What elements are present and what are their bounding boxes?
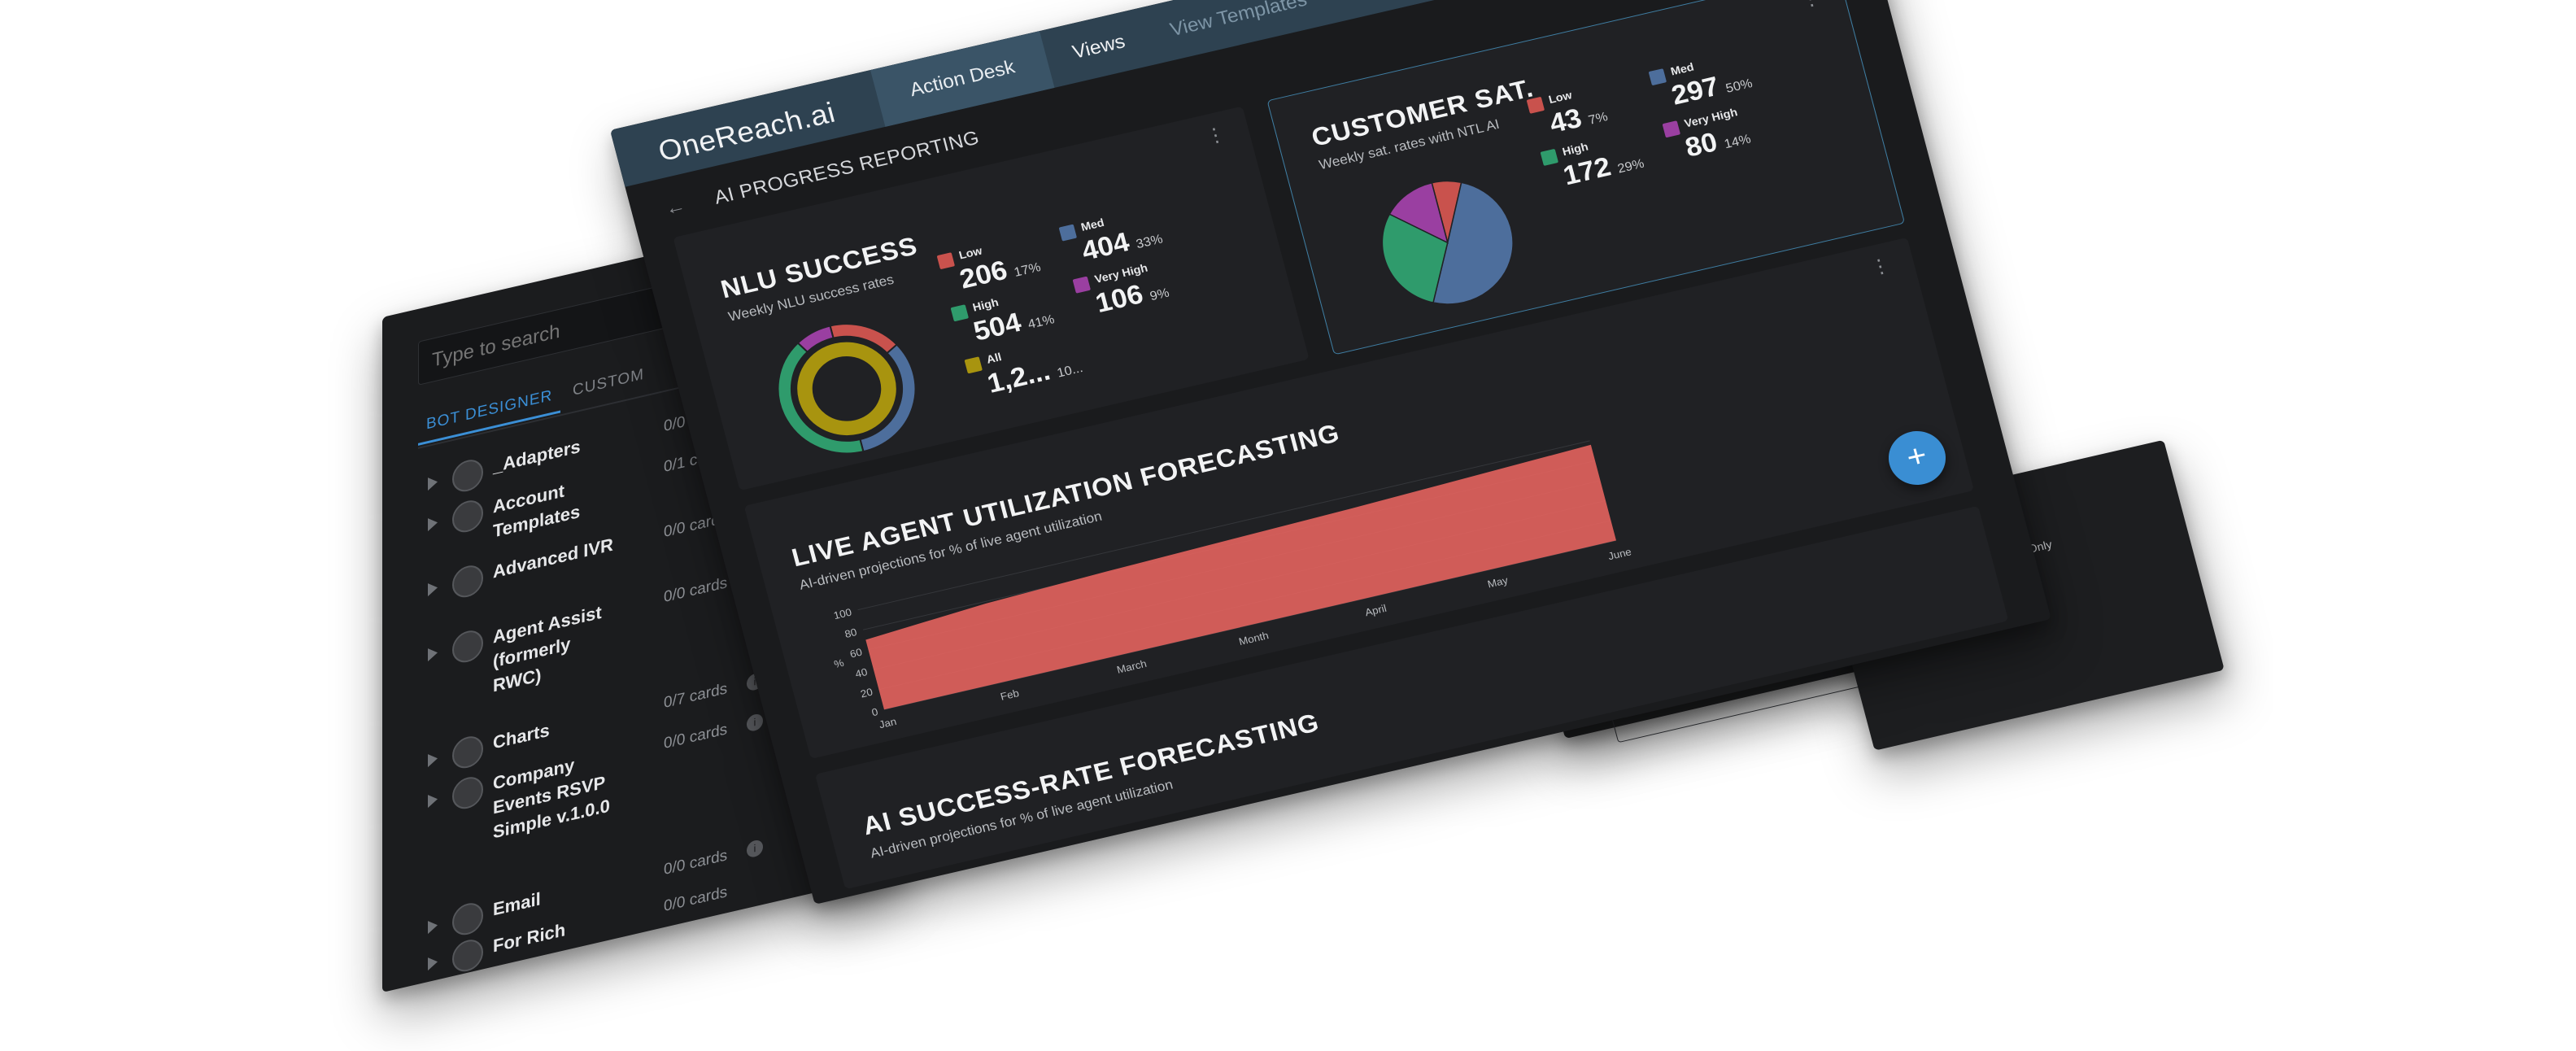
legend-swatch: [950, 304, 970, 322]
package-icon: [452, 562, 483, 601]
legend-swatch: [1058, 224, 1078, 242]
area-series: [865, 444, 1616, 710]
all-ring: [797, 342, 896, 436]
card-count: 0/0 cards: [664, 574, 728, 607]
tab-card-templates[interactable]: Card Templates: [1358, 0, 1510, 14]
expand-arrow-icon[interactable]: [428, 646, 438, 662]
card-count: 0/0 cards: [664, 883, 728, 916]
more-options-icon[interactable]: ⋮: [1868, 254, 1894, 280]
sidebar-item-label: Account Templates: [493, 480, 581, 542]
legend-name: Low: [957, 243, 984, 262]
x-tick-label: April: [1363, 602, 1388, 618]
legend-swatch: [1540, 148, 1559, 166]
y-tick-label: 100: [832, 606, 852, 621]
legend-swatch: [1662, 120, 1681, 138]
x-tick-label: May: [1486, 574, 1510, 591]
x-tick-label: June: [1606, 546, 1632, 563]
back-arrow-icon[interactable]: ←: [662, 194, 689, 220]
info-icon[interactable]: i: [747, 712, 763, 733]
sidebar-item-label: Company Events RSVP Simple v.1.0.0: [493, 754, 610, 843]
y-tick-label: 40: [854, 665, 869, 679]
tab-view-templates[interactable]: View Templates: [1167, 0, 1310, 41]
expand-arrow-icon[interactable]: [428, 955, 438, 971]
legend-percent: 17%: [1013, 260, 1043, 280]
x-tick-label: Jan: [878, 715, 898, 730]
legend-name: Low: [1547, 88, 1574, 107]
card-count: 0/7 cards: [664, 680, 728, 713]
more-options-icon[interactable]: ⋮: [1798, 0, 1823, 11]
legend-percent: 9%: [1148, 286, 1171, 304]
legend-name: High: [971, 295, 1000, 314]
package-icon: [452, 456, 483, 495]
legend-name: High: [1561, 139, 1590, 159]
legend-swatch: [1072, 276, 1092, 294]
live-agent-card[interactable]: ⋮ LIVE AGENT UTILIZATION FORECASTING AI-…: [743, 237, 1974, 759]
legend-name: Med: [1669, 59, 1696, 78]
legend-percent: 14%: [1723, 132, 1753, 152]
y-axis-label: %: [833, 656, 846, 670]
sidebar-item-label: Agent Assist (formerly RWC): [493, 601, 602, 696]
customer-sat-card[interactable]: ⋮ CUSTOMER SAT. Weekly sat. rates with N…: [1266, 0, 1906, 355]
expand-arrow-icon[interactable]: [428, 475, 438, 491]
expand-arrow-icon[interactable]: [428, 752, 438, 768]
legend-percent: 7%: [1587, 110, 1610, 128]
legend-percent: 10...: [1055, 361, 1085, 381]
y-tick-label: 20: [859, 686, 874, 700]
x-tick-label: Feb: [999, 687, 1020, 702]
dashboard-window: OneReach.ai Action Desk Views View Templ…: [610, 0, 2051, 905]
grid-line: [857, 440, 1590, 611]
legend-name: Med: [1079, 216, 1106, 233]
legend-percent: 41%: [1026, 312, 1057, 332]
onereach-logo[interactable]: OneReach.ai: [654, 95, 839, 168]
y-tick-label: 60: [848, 646, 863, 660]
card-count: 0/0 cards: [664, 847, 728, 879]
csat-pie-chart[interactable]: [1353, 159, 1542, 325]
legend-swatch: [936, 252, 956, 270]
info-icon[interactable]: i: [747, 838, 763, 859]
live-agent-area-chart[interactable]: 100 80 60 40 20 0% Jan Feb March Month April May Jun…: [805, 418, 1655, 744]
package-icon: [452, 733, 483, 772]
x-tick-label: Month: [1237, 630, 1270, 648]
pie-slice: [1381, 213, 1449, 303]
tab-custom[interactable]: CUSTOM: [573, 365, 644, 399]
legend-percent: 50%: [1724, 76, 1754, 96]
nlu-donut-chart[interactable]: [752, 306, 941, 472]
nlu-success-card[interactable]: ⋮ NLU SUCCESS Weekly NLU success rates L…: [673, 106, 1310, 491]
expand-arrow-icon[interactable]: [428, 516, 438, 532]
legend-name: All: [984, 350, 1003, 366]
package-icon: [452, 936, 483, 975]
tab-bot-designer[interactable]: BOT DESIGNER: [426, 386, 553, 434]
y-tick-label: 0: [870, 705, 879, 718]
package-icon: [452, 497, 483, 536]
expand-arrow-icon[interactable]: [428, 792, 438, 809]
legend-swatch: [1526, 96, 1545, 114]
pie-slice: [1432, 181, 1514, 305]
y-tick-label: 80: [843, 626, 858, 639]
package-icon: [452, 900, 483, 939]
legend-percent: 33%: [1135, 232, 1165, 252]
sidebar-item-for-rich[interactable]: For Rich 0/0 cards: [428, 856, 835, 975]
package-icon: [452, 774, 483, 813]
expand-arrow-icon[interactable]: [428, 918, 438, 935]
package-icon: [452, 627, 483, 666]
more-options-icon[interactable]: ⋮: [1203, 123, 1228, 149]
legend-swatch: [964, 356, 983, 374]
donut-hole: [813, 357, 881, 421]
sidebar-item-email[interactable]: Email 0/0 cards i: [428, 819, 835, 939]
legend-swatch: [1648, 68, 1667, 86]
x-tick-label: March: [1115, 657, 1148, 675]
donut-slice: [796, 325, 835, 353]
tab-views[interactable]: Views: [1070, 30, 1128, 63]
card-count: 0/0 cards: [664, 721, 728, 753]
legend-percent: 29%: [1616, 157, 1646, 177]
add-card-button[interactable]: +: [1882, 425, 1952, 491]
expand-arrow-icon[interactable]: [428, 581, 438, 597]
pie-slice: [1388, 181, 1449, 244]
tab-action-desk[interactable]: Action Desk: [870, 31, 1055, 127]
